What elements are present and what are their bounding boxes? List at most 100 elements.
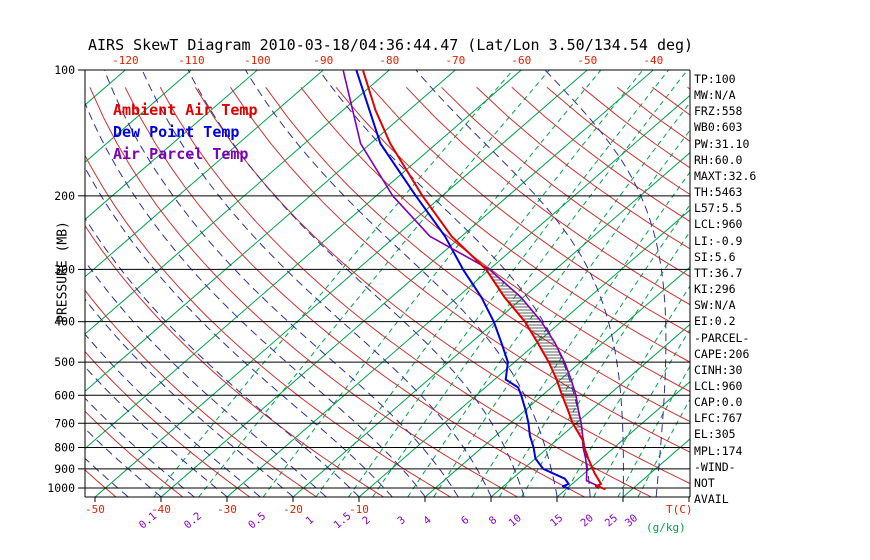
legend: Ambient Air Temp Dew Point Temp Air Parcel… [113, 99, 258, 165]
isotherm-line [85, 70, 192, 163]
pressure-tick-label: 700 [54, 416, 75, 430]
stat-line: LI:-0.9 [694, 233, 743, 248]
bottom-temp-label: -30 [217, 503, 237, 516]
pressure-tick-label: 100 [54, 63, 75, 77]
isotherm-line [292, 152, 690, 497]
isotherm-line [85, 70, 456, 392]
stat-line: SI:5.6 [694, 249, 736, 264]
mixing-ratio-line [262, 70, 602, 497]
pressure-tick-label: 800 [54, 440, 75, 454]
moist-adiabat-line [85, 217, 360, 497]
stat-line: MW:N/A [694, 88, 736, 103]
top-temp-label: -120 [112, 54, 139, 67]
dry-adiabat-line [124, 87, 585, 497]
stat-line: CINH:30 [694, 362, 743, 377]
bottom-temp-label: -20 [283, 503, 303, 516]
mixing-ratio-line [315, 70, 644, 497]
dry-adiabat-line [652, 86, 690, 116]
stat-line: TP:100 [694, 72, 736, 86]
mixing-ratio-label: 1 [304, 514, 317, 527]
stats-panel: TP:100 MW:N/A FRZ:558 WB0:603 PW:31.10 RH:60.… [694, 71, 756, 507]
dry-adiabat-line [85, 224, 384, 497]
moist-adiabat-line [85, 260, 327, 497]
dry-adiabat-line [85, 410, 184, 497]
moist-adiabat-line [318, 70, 591, 497]
mixing-ratio-label: 30 [623, 512, 640, 529]
stat-line: EI:0.2 [694, 314, 736, 329]
moist-adiabat-line [104, 70, 459, 497]
mixing-ratio-label: 10 [506, 512, 523, 529]
stat-line: NOT [694, 475, 715, 490]
isotherm-line [85, 70, 522, 450]
top-temp-label: -90 [313, 54, 333, 67]
sounding-curves [342, 70, 606, 491]
mixing-ratio-label: 8 [487, 514, 500, 527]
isotherm-line [0, 70, 59, 497]
dry-adiabat-line [194, 87, 690, 485]
mixing-ratio-label: 3 [395, 514, 408, 527]
dry-adiabat-line [441, 86, 690, 278]
dry-adiabat-line [85, 350, 250, 497]
top-temp-label: -40 [643, 54, 663, 67]
moist-adiabat-line [85, 427, 162, 497]
stat-line: TT:36.7 [694, 265, 743, 280]
moist-adiabat-line [85, 298, 294, 497]
mixing-ratio-label: 2 [360, 514, 373, 527]
pressure-axis-label: PRESSURE (MB) [55, 221, 71, 323]
bottom-temp-label: -50 [85, 503, 105, 516]
dry-adiabat-line [89, 87, 518, 497]
moist-adiabat-line [141, 70, 492, 497]
stat-line: CAPE:206 [694, 346, 750, 361]
dry-adiabat-line [265, 87, 690, 423]
bottom-temp-label: -40 [151, 503, 171, 516]
top-temp-label: -50 [577, 54, 597, 67]
mixing-ratio-line [153, 70, 514, 497]
moist-adiabat-line [245, 70, 558, 497]
moist-adiabat-line [85, 366, 228, 497]
dry-adiabat-line [335, 86, 690, 363]
dry-adiabat-line [405, 86, 690, 306]
mixing-ratio-label: 15 [548, 512, 565, 529]
stat-line: L57:5.5 [694, 201, 743, 216]
temp-unit-label: T(C) [666, 503, 693, 516]
legend-item-2: Air Parcel Temp [113, 145, 249, 163]
mixing-ratio-label: 0.5 [246, 510, 268, 531]
mixing-ratio-line [498, 203, 690, 497]
top-temp-label: -110 [178, 54, 205, 67]
pressure-tick-label: 1000 [47, 481, 75, 495]
stat-line: MPL:174 [694, 443, 743, 458]
stat-line: LCL:960 [694, 378, 743, 393]
stat-line: MAXT:32.6 [694, 168, 757, 183]
bottom-temp-label: -10 [349, 503, 369, 516]
mixing-ratio-line [198, 70, 550, 497]
isotherm-line [85, 70, 258, 221]
mixing-ratio-line [348, 70, 669, 497]
dry-adiabat-line [85, 154, 451, 497]
isotherm-line [85, 70, 324, 278]
stat-line: FRZ:558 [694, 104, 743, 119]
moist-adiabat-line [85, 166, 393, 497]
mixing-ratio-line [562, 285, 690, 497]
dry-adiabat-line [476, 86, 690, 250]
mixing-ratio-label: 0.2 [182, 510, 204, 531]
dry-adiabat-line [159, 87, 652, 497]
stat-line: -PARCEL- [694, 330, 750, 345]
mixing-ratio-line [433, 129, 690, 497]
stat-line: WB0:603 [694, 120, 743, 135]
mixing-ratio-label: 6 [459, 514, 472, 527]
legend-item-0: Ambient Air Temp [113, 101, 258, 119]
pressure-tick-label: 300 [54, 262, 75, 276]
legend-item-1: Dew Point Temp [113, 123, 240, 141]
chart-title: AIRS SkewT Diagram 2010-03-18/04:36:44.4… [88, 36, 694, 54]
stat-line: LFC:767 [694, 411, 743, 426]
mixing-unit-label: (g/kg) [646, 521, 686, 534]
dewpoint-temp-curve [355, 70, 570, 491]
pressure-tick-label: 500 [54, 355, 75, 369]
background-lines [0, 70, 690, 497]
top-temp-label: -70 [445, 54, 465, 67]
mixing-ratio-line [471, 171, 690, 497]
dry-adiabat-line [85, 289, 317, 497]
pressure-tick-label: 900 [54, 462, 75, 476]
